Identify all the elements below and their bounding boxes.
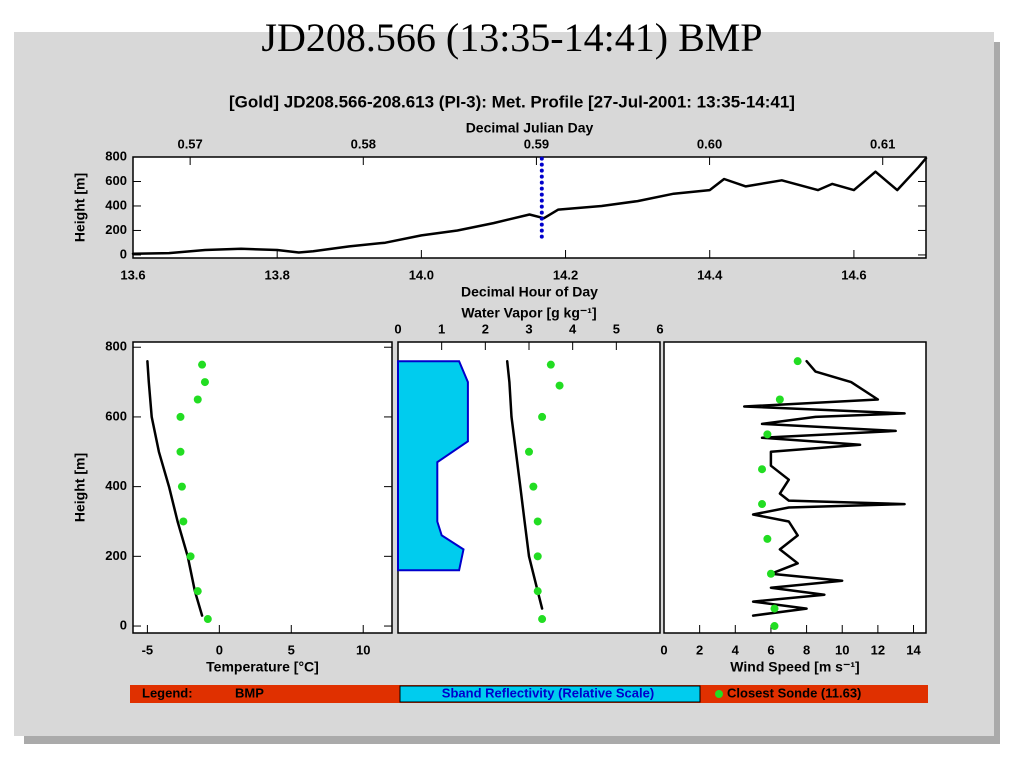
sonde-marker xyxy=(198,360,207,369)
legend-swatch xyxy=(399,685,701,703)
x-axis-label: Water Vapor [g kg⁻¹] xyxy=(461,305,596,321)
x-axis-label: Wind Speed [m s⁻¹] xyxy=(730,659,859,675)
legend-swatch xyxy=(715,690,723,698)
y-tick-label: 400 xyxy=(105,197,127,212)
sonde-marker xyxy=(177,482,186,491)
profile-line xyxy=(146,359,204,617)
y-tick-label: 800 xyxy=(105,148,127,163)
sonde-marker xyxy=(763,534,772,543)
sonde-marker xyxy=(766,569,775,578)
x-tick-label: 6 xyxy=(656,321,663,336)
x-tick-label: 14.6 xyxy=(841,267,866,282)
x-tick-label: 13.6 xyxy=(120,267,145,282)
y-tick-label: 200 xyxy=(105,548,127,563)
profile-line xyxy=(505,359,544,610)
sonde-marker xyxy=(770,622,779,631)
sonde-marker xyxy=(533,517,542,526)
sonde-marker xyxy=(770,604,779,613)
sonde-marker xyxy=(176,412,185,421)
x-tick-label: 0.58 xyxy=(351,136,376,151)
sonde-marker xyxy=(186,552,195,561)
x-tick-label: 2 xyxy=(482,321,489,336)
x-tick-label: 14.0 xyxy=(409,267,434,282)
x-tick-label: 4 xyxy=(569,321,577,336)
x-tick-label: 0.57 xyxy=(177,136,202,151)
sonde-marker xyxy=(758,465,767,474)
x-tick-label: 14.2 xyxy=(553,267,578,282)
legend-item: Sband Reflectivity (Relative Scale) xyxy=(442,685,654,700)
sonde-marker xyxy=(203,615,212,624)
sonde-marker xyxy=(758,500,767,509)
sonde-marker xyxy=(529,482,538,491)
x-tick-label: 14.4 xyxy=(697,267,723,282)
x-tick-label: 6 xyxy=(767,642,774,657)
page-title: JD208.566 (13:35-14:41) BMP xyxy=(261,15,762,60)
x-tick-label: 2 xyxy=(696,642,703,657)
x-tick-label: 12 xyxy=(871,642,885,657)
sonde-marker xyxy=(538,412,547,421)
x-tick-label: 8 xyxy=(803,642,810,657)
y-tick-label: 400 xyxy=(105,478,127,493)
x-tick-label: 0.60 xyxy=(697,136,722,151)
y-tick-label: 200 xyxy=(105,222,127,237)
x-tick-label: 1 xyxy=(438,321,445,336)
y-tick-label: 0 xyxy=(120,617,127,632)
x-axis-label: Decimal Julian Day xyxy=(466,120,594,136)
x-tick-label: 0.61 xyxy=(870,136,895,151)
sonde-marker xyxy=(775,395,784,404)
x-axis-label: Temperature [°C] xyxy=(206,659,319,675)
sonde-marker xyxy=(533,552,542,561)
x-tick-label: -5 xyxy=(142,642,154,657)
x-tick-label: 4 xyxy=(732,642,740,657)
y-tick-label: 800 xyxy=(105,339,127,354)
legend-item: BMP xyxy=(235,685,264,700)
sonde-marker xyxy=(179,517,188,526)
x-tick-label: 5 xyxy=(288,642,295,657)
sonde-marker xyxy=(555,381,564,390)
sonde-marker xyxy=(793,357,802,366)
x-tick-label: 3 xyxy=(525,321,532,336)
legend-title: Legend: xyxy=(142,685,193,700)
x-tick-label: 0 xyxy=(216,642,223,657)
x-tick-label: 5 xyxy=(613,321,620,336)
y-tick-label: 600 xyxy=(105,408,127,423)
x-tick-label: 0 xyxy=(660,642,667,657)
sonde-marker xyxy=(538,615,547,624)
x-tick-label: 14 xyxy=(906,642,921,657)
legend: Legend: BMP Sband Reflectivity (Relative… xyxy=(130,685,928,703)
profile-line xyxy=(742,359,906,617)
sonde-marker xyxy=(533,587,542,596)
profile-line xyxy=(131,156,928,255)
sonde-marker xyxy=(763,430,772,439)
plot-frame xyxy=(663,341,927,634)
sonde-marker xyxy=(193,395,202,404)
plot-frame xyxy=(132,341,393,634)
sonde-marker xyxy=(525,447,533,456)
x-axis-label: Decimal Hour of Day xyxy=(461,284,598,300)
reflectivity-area xyxy=(397,360,469,572)
sonde-marker xyxy=(176,447,185,456)
x-tick-label: 10 xyxy=(356,642,370,657)
sonde-marker xyxy=(193,587,202,596)
sonde-marker xyxy=(546,360,555,369)
y-tick-label: 0 xyxy=(120,246,127,261)
y-axis-label: Height [m] xyxy=(72,173,88,242)
y-axis-label: Height [m] xyxy=(72,453,88,522)
legend-item: Closest Sonde (11.63) xyxy=(727,685,861,700)
x-tick-label: 13.8 xyxy=(265,267,290,282)
x-tick-label: 0 xyxy=(394,321,401,336)
chart-subtitle: [Gold] JD208.566-208.613 (PI-3): Met. Pr… xyxy=(229,92,795,111)
x-tick-label: 0.59 xyxy=(524,136,549,151)
plot-frame xyxy=(132,156,927,259)
y-tick-label: 600 xyxy=(105,173,127,188)
x-tick-label: 10 xyxy=(835,642,849,657)
sonde-marker xyxy=(200,378,209,387)
